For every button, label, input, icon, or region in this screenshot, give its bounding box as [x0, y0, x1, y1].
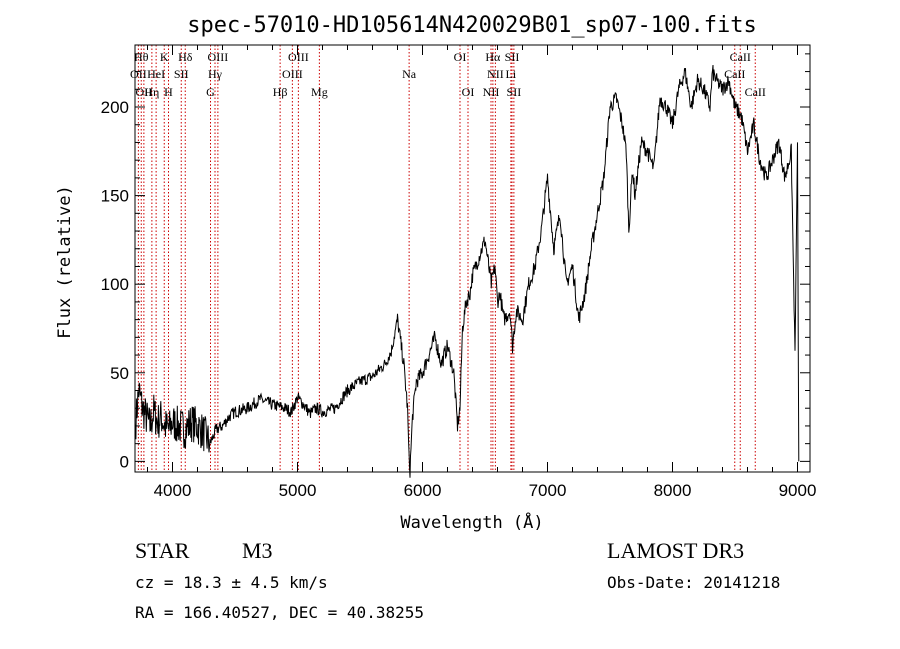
- line-label: SII: [507, 85, 522, 99]
- line-label: SII: [174, 67, 189, 81]
- survey-name: LAMOST DR3: [607, 538, 745, 563]
- emission-line-labels: OIIHθOIIHηHeIKHSIIHδGHγOIIIHβOIIIOIIIMgN…: [130, 50, 766, 99]
- line-label: OIII: [282, 67, 303, 81]
- line-label: Hγ: [208, 67, 223, 81]
- redshift-cz: cz = 18.3 ± 4.5 km/s: [135, 573, 328, 592]
- y-tick-label: 150: [101, 187, 129, 206]
- line-label: HeI: [147, 67, 165, 81]
- y-tick-label: 50: [110, 364, 129, 383]
- line-label: CaII: [745, 85, 766, 99]
- line-label: Hα: [485, 50, 501, 64]
- line-label: CaII: [730, 50, 751, 64]
- y-tick-label: 200: [101, 98, 129, 117]
- line-label: Li: [506, 67, 517, 81]
- line-label: SII: [505, 50, 520, 64]
- line-label: H: [164, 85, 173, 99]
- line-label: K: [160, 50, 169, 64]
- x-axis-label: Wavelength (Å): [400, 511, 543, 533]
- chart-title: spec-57010-HD105614N420029B01_sp07-100.f…: [187, 13, 757, 38]
- spectrum-series: [134, 64, 800, 478]
- line-label: Hδ: [178, 50, 193, 64]
- axes: 4000 5000 6000 7000 8000 9000 0 50 100 150 200: [101, 45, 817, 500]
- line-label: NII: [487, 67, 504, 81]
- y-tick-label: 100: [101, 275, 129, 294]
- line-label: OIII: [208, 50, 229, 64]
- object-subclass: M3: [242, 538, 273, 563]
- line-label: Hβ: [273, 85, 288, 99]
- line-label: OII: [130, 67, 147, 81]
- line-label: OII: [136, 85, 153, 99]
- object-class: STAR: [135, 538, 190, 563]
- line-label: OI: [462, 85, 475, 99]
- line-label: Mg: [311, 85, 328, 99]
- emission-line-markers: [137, 45, 756, 472]
- x-tick-label: 5000: [279, 481, 317, 500]
- line-label: OIII: [288, 50, 309, 64]
- observation-date: Obs-Date: 20141218: [607, 573, 781, 592]
- line-label: NII: [483, 85, 500, 99]
- y-axis-label: Flux (relative): [55, 185, 75, 339]
- line-label: CaII: [724, 67, 745, 81]
- x-tick-label: 6000: [404, 481, 442, 500]
- line-label: OI: [454, 50, 467, 64]
- coordinates: RA = 166.40527, DEC = 40.38255: [135, 603, 424, 622]
- line-label: Hη: [144, 85, 159, 99]
- x-tick-label: 9000: [779, 481, 817, 500]
- line-label: Hθ: [134, 50, 149, 64]
- line-label: Na: [402, 67, 417, 81]
- y-tick-label: 0: [120, 452, 129, 471]
- line-label: G: [206, 85, 215, 99]
- x-tick-label: 7000: [529, 481, 567, 500]
- x-tick-label: 4000: [154, 481, 192, 500]
- plot-frame: [134, 44, 811, 473]
- x-tick-label: 8000: [654, 481, 692, 500]
